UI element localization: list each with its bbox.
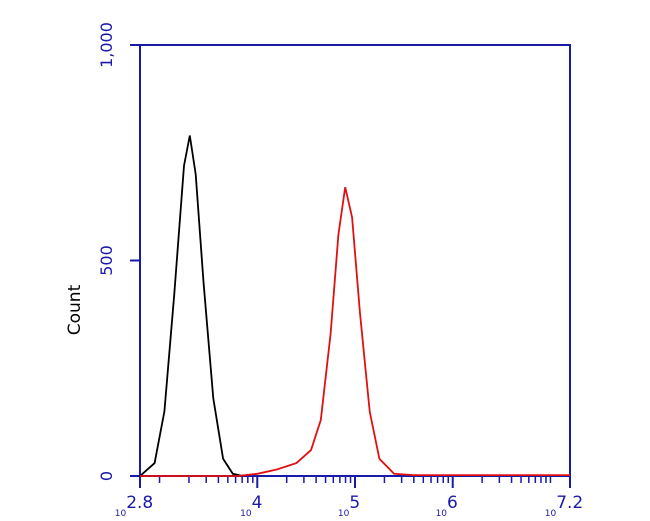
x-tick-label: 104 (240, 493, 262, 519)
x-tick-label: 107.2 (545, 493, 584, 519)
y-tick-label: 1,000 (97, 22, 116, 68)
histogram-line (140, 186, 570, 477)
x-tick-base: 10 (436, 509, 448, 519)
x-tick-exponent: 2.8 (126, 493, 153, 513)
y-tick-label: 0 (97, 471, 116, 481)
x-tick-label: 106 (436, 493, 458, 519)
x-tick-exponent: 7.2 (556, 493, 583, 513)
y-tick-label: 500 (97, 245, 116, 276)
x-tick-label: 105 (338, 493, 360, 519)
y-axis-label: Count (65, 284, 85, 335)
x-tick-base: 10 (338, 509, 350, 519)
x-tick-exponent: 4 (252, 493, 263, 513)
x-tick-base: 10 (545, 509, 557, 519)
x-tick-label: 102.8 (115, 493, 154, 519)
x-tick-base: 10 (240, 509, 252, 519)
x-tick-exponent: 5 (349, 493, 360, 513)
x-tick-base: 10 (115, 509, 127, 519)
x-tick-exponent: 6 (447, 493, 458, 513)
histogram-line (139, 135, 243, 477)
